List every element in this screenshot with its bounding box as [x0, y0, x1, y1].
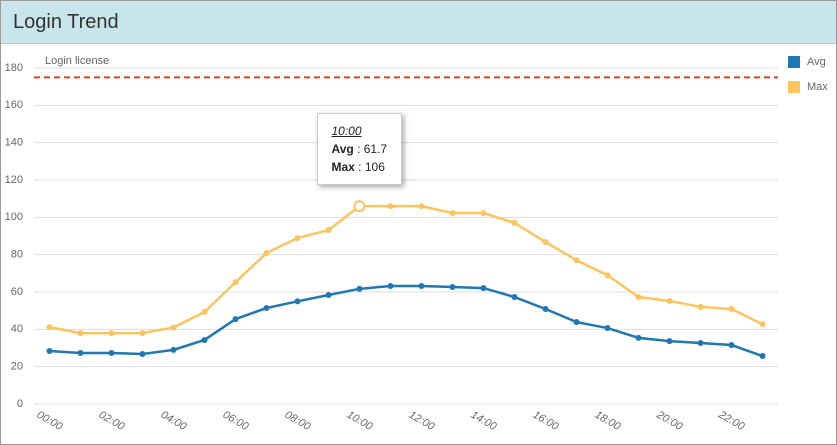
point	[77, 350, 84, 357]
tooltip-value: 106	[355, 160, 385, 174]
point	[418, 283, 425, 290]
legend-label: Avg	[807, 56, 826, 68]
point	[108, 330, 115, 337]
point	[77, 330, 84, 337]
tooltip-row: Avg61.7	[332, 140, 388, 158]
tooltip-name: Avg	[331, 142, 354, 156]
point	[666, 338, 673, 345]
point	[418, 203, 425, 210]
x-tick-label: 20:00	[654, 408, 685, 433]
point	[294, 235, 301, 242]
panel-title: Login Trend	[1, 1, 836, 44]
point	[480, 210, 487, 217]
point	[46, 324, 53, 331]
point	[759, 321, 766, 328]
x-tick-label: 08:00	[283, 409, 314, 434]
x-tick-label: 22:00	[716, 408, 747, 433]
y-tick-label: 40	[11, 323, 23, 335]
point	[604, 272, 611, 279]
tooltip-row: Max106	[332, 158, 388, 176]
point	[759, 353, 766, 360]
x-tick-label: 04:00	[159, 409, 190, 434]
y-tick-label: 0	[17, 398, 23, 410]
y-tick-label: 60	[11, 286, 23, 298]
point	[201, 308, 208, 315]
point	[139, 350, 146, 357]
point	[542, 305, 549, 312]
point	[542, 238, 549, 245]
point	[511, 219, 518, 226]
tooltip-name: Max	[331, 160, 355, 174]
x-tick-label: 16:00	[531, 409, 562, 434]
point	[356, 285, 363, 292]
point	[232, 316, 239, 323]
point	[728, 342, 735, 349]
tooltip-title: 10:00	[331, 124, 362, 138]
point	[635, 294, 642, 301]
point	[449, 283, 456, 290]
y-tick-label: 160	[5, 99, 23, 111]
point	[666, 297, 673, 304]
point	[170, 324, 177, 331]
point	[480, 285, 487, 292]
tooltip-value: 61.7	[354, 142, 387, 156]
legend-label: Max	[807, 81, 828, 93]
license-label: Login license	[45, 55, 109, 67]
y-tick-label: 20	[11, 361, 23, 373]
point	[449, 210, 456, 217]
point	[573, 319, 580, 326]
point	[728, 305, 735, 312]
x-tick-label: 14:00	[469, 409, 500, 434]
point	[697, 339, 704, 346]
point	[697, 303, 704, 310]
series-line	[49, 204, 764, 335]
x-tick-label: 10:00	[345, 409, 376, 434]
y-tick-label: 100	[5, 211, 23, 223]
point	[263, 305, 270, 312]
tooltip: 10:00Avg61.7Max106	[316, 113, 403, 185]
y-tick-label: 120	[5, 174, 23, 186]
point	[325, 227, 332, 234]
point	[387, 203, 394, 210]
x-tick-label: 12:00	[407, 409, 438, 434]
point	[139, 330, 146, 337]
x-tick-label: 18:00	[593, 409, 624, 434]
point	[108, 350, 115, 357]
y-tick-label: 80	[11, 249, 23, 261]
y-tick-label: 180	[5, 62, 23, 74]
legend-swatch	[788, 56, 800, 68]
point	[635, 334, 642, 341]
point	[46, 347, 53, 354]
y-tick-label: 140	[5, 137, 23, 149]
point	[294, 298, 301, 305]
series-line	[49, 284, 763, 358]
point	[263, 249, 270, 256]
hover-marker	[353, 200, 366, 213]
x-tick-label: 02:00	[97, 409, 128, 434]
x-tick-label: 00:00	[35, 409, 66, 434]
point	[573, 257, 580, 264]
point	[232, 279, 239, 286]
point	[170, 346, 177, 353]
legend-swatch	[788, 81, 800, 93]
x-tick-label: 06:00	[221, 409, 252, 434]
point	[511, 294, 518, 301]
point	[387, 283, 394, 290]
point	[201, 336, 208, 343]
point	[325, 291, 332, 298]
point	[604, 325, 611, 332]
